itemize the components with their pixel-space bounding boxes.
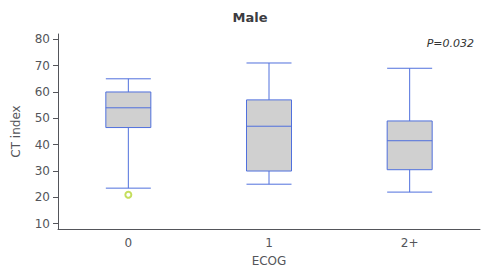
svg-text:20: 20 (35, 190, 50, 204)
svg-text:60: 60 (35, 85, 50, 99)
svg-text:ECOG: ECOG (252, 254, 287, 268)
svg-text:0: 0 (125, 236, 133, 250)
svg-text:80: 80 (35, 32, 50, 46)
svg-text:CT index: CT index (9, 105, 23, 157)
svg-text:30: 30 (35, 164, 50, 178)
svg-text:40: 40 (35, 138, 50, 152)
svg-text:1: 1 (265, 236, 273, 250)
svg-text:P=0.032: P=0.032 (427, 37, 474, 50)
svg-text:2+: 2+ (401, 236, 419, 250)
svg-text:70: 70 (35, 59, 50, 73)
svg-text:Male: Male (233, 10, 268, 25)
svg-text:50: 50 (35, 111, 50, 125)
svg-text:10: 10 (35, 217, 50, 231)
